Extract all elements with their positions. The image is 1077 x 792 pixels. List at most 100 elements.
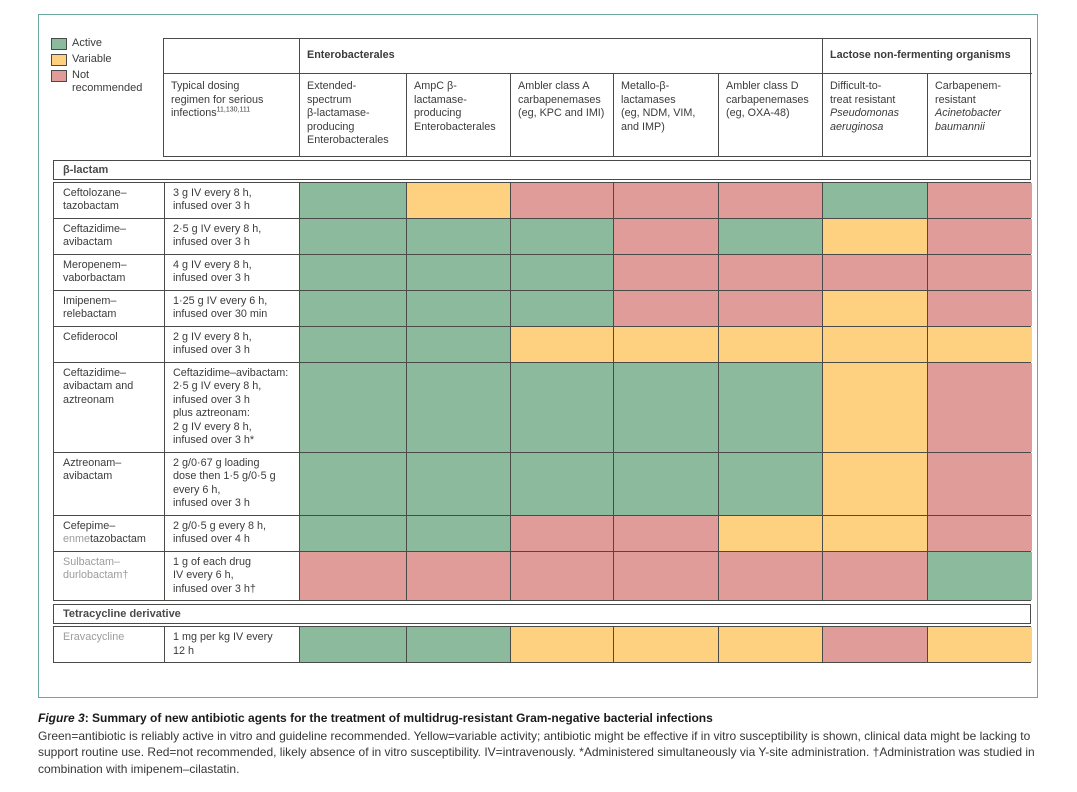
activity-cell-yellow — [613, 326, 718, 362]
activity-cell-green — [406, 362, 510, 452]
activity-cell-green — [299, 218, 406, 254]
activity-cell-red — [613, 290, 718, 326]
table-row: Ceftolozane– tazobactam 3 g IV every 8 h,… — [54, 182, 1032, 218]
column-header: Ambler class A carbapenemases (eg, KPC a… — [510, 73, 613, 156]
activity-cell-green — [299, 362, 406, 452]
column-header-text: Carbapenem- resistant — [935, 80, 1002, 106]
figure-frame: Active Variable Not recommended Enteroba… — [38, 14, 1038, 698]
activity-cell-yellow — [718, 326, 822, 362]
activity-cell-green — [718, 218, 822, 254]
activity-cell-green — [510, 362, 613, 452]
activity-cell-red — [613, 515, 718, 551]
drug-name-segment: Aztreonam– avibactam — [63, 456, 122, 483]
activity-cell-red — [510, 515, 613, 551]
dosing-regimen: 2·5 g IV every 8 h, infused over 3 h — [164, 218, 299, 254]
activity-cell-red — [927, 362, 1032, 452]
drug-name-segment: Cefiderocol — [63, 330, 118, 343]
activity-cell-red — [822, 254, 927, 290]
activity-cell-green — [406, 326, 510, 362]
activity-cell-red — [510, 551, 613, 600]
drug-name-segment-gray: enme — [63, 533, 91, 545]
table-row: Imipenem– relebactam 1·25 g IV every 6 h,… — [54, 289, 1032, 326]
drug-name-segment: tazobactam — [90, 533, 146, 545]
dosing-regimen: 2 g/0·5 g every 8 h, infused over 4 h — [164, 515, 299, 551]
section-header: Tetracycline derivative — [53, 604, 1031, 624]
caption-separator: : — [84, 711, 93, 725]
dosing-regimen: 2 g/0·67 g loading dose then 1·5 g/0·5 g… — [164, 452, 299, 515]
table-header: Enterobacterales Lactose non-fermenting … — [163, 38, 1032, 157]
activity-cell-green — [718, 362, 822, 452]
drug-name-segment-gray: Sulbactam– durlobactam† — [63, 555, 129, 582]
caption-body: Green=antibiotic is reliably active in v… — [38, 728, 1035, 776]
drug-name: Imipenem– relebactam — [54, 291, 164, 326]
drug-name: Ceftazidime– avibactam — [54, 219, 164, 254]
column-header: AmpC β- lactamase- producing Enterobacte… — [406, 73, 510, 156]
column-header-text: Metallo-β- lactamases (eg, NDM, VIM, and… — [621, 80, 696, 133]
not-recommended-swatch-icon — [51, 70, 67, 82]
legend-item-variable: Variable — [51, 53, 151, 66]
column-header-text: Difficult-to- treat resistant — [830, 80, 896, 106]
dosing-regimen: 1 g of each drug IV every 6 h, infused o… — [164, 551, 299, 600]
section-rows: Eravacycline 1 mg per kg IV every 12 h — [53, 626, 1032, 663]
activity-cell-red — [927, 182, 1032, 218]
caption-title-text: Summary of new antibiotic agents for the… — [92, 711, 713, 725]
activity-cell-green — [299, 290, 406, 326]
legend-label: Active — [72, 37, 102, 49]
variable-swatch-icon — [51, 54, 67, 66]
section-rows: Ceftolozane– tazobactam 3 g IV every 8 h,… — [53, 181, 1032, 601]
activity-cell-red — [406, 551, 510, 600]
legend-label: Not recommended — [72, 69, 143, 94]
dosing-regimen: 2 g IV every 8 h, infused over 3 h — [164, 326, 299, 362]
activity-cell-green — [613, 452, 718, 515]
color-legend: Active Variable Not recommended — [51, 37, 151, 98]
activity-cell-green — [299, 627, 406, 662]
activity-cell-green — [406, 627, 510, 662]
table-row: Sulbactam– durlobactam† 1 g of each drug … — [54, 550, 1032, 600]
column-header: Difficult-to- treat resistant Pseudomona… — [822, 73, 927, 156]
activity-cell-green — [299, 515, 406, 551]
activity-cell-green — [299, 254, 406, 290]
figure-number: Figure 3 — [38, 711, 85, 725]
active-swatch-icon — [51, 38, 67, 50]
activity-cell-red — [718, 182, 822, 218]
column-header: Ambler class D carbapenemases (eg, OXA-4… — [718, 73, 822, 156]
activity-cell-red — [927, 290, 1032, 326]
column-header: Extended- spectrum β-lactamase- producin… — [299, 73, 406, 156]
activity-cell-red — [613, 218, 718, 254]
activity-cell-yellow — [927, 627, 1032, 662]
header-empty-cell — [164, 39, 299, 73]
section-header: β-lactam — [53, 159, 1031, 180]
table-row: Ceftazidime– avibactam and aztreonam Ceft… — [54, 361, 1032, 452]
group-header-lactose-non-fermenting: Lactose non-fermenting organisms — [822, 39, 1032, 73]
activity-cell-yellow — [822, 362, 927, 452]
table-row: Cefepime– enmetazobactam 2 g/0·5 g every … — [54, 514, 1032, 551]
activity-cell-green — [299, 182, 406, 218]
activity-cell-red — [299, 551, 406, 600]
column-header-species-italic: Acinetobacter baumannii — [935, 107, 1002, 133]
column-header-text: Ambler class D carbapenemases (eg, OXA-4… — [726, 80, 809, 119]
table-row: Ceftazidime– avibactam 2·5 g IV every 8 h… — [54, 217, 1032, 254]
column-header-species-italic: Pseudomonas aeruginosa — [830, 107, 900, 133]
drug-name: Ceftazidime– avibactam and aztreonam — [54, 363, 164, 452]
activity-cell-yellow — [822, 290, 927, 326]
activity-cell-green — [613, 362, 718, 452]
dosing-header-references: 11,130,111 — [216, 106, 251, 114]
activity-cell-green — [299, 326, 406, 362]
legend-item-active: Active — [51, 37, 151, 50]
activity-cell-red — [613, 551, 718, 600]
column-header: Carbapenem- resistant Acinetobacter baum… — [927, 73, 1032, 156]
column-header-text: AmpC β- lactamase- producing Enterobacte… — [414, 80, 496, 133]
legend-label: Variable — [72, 53, 112, 65]
activity-cell-red — [927, 452, 1032, 515]
dosing-regimen: 4 g IV every 8 h, infused over 3 h — [164, 254, 299, 290]
activity-cell-red — [927, 218, 1032, 254]
dosing-regimen: 3 g IV every 8 h, infused over 3 h — [164, 182, 299, 218]
activity-cell-red — [718, 254, 822, 290]
column-header: Metallo-β- lactamases (eg, NDM, VIM, and… — [613, 73, 718, 156]
column-header-text: Ambler class A carbapenemases (eg, KPC a… — [518, 80, 605, 119]
activity-cell-yellow — [822, 515, 927, 551]
table-row: Eravacycline 1 mg per kg IV every 12 h — [54, 627, 1032, 662]
activity-cell-yellow — [822, 452, 927, 515]
column-header-dosing: Typical dosing regimen for serious infec… — [164, 73, 299, 156]
